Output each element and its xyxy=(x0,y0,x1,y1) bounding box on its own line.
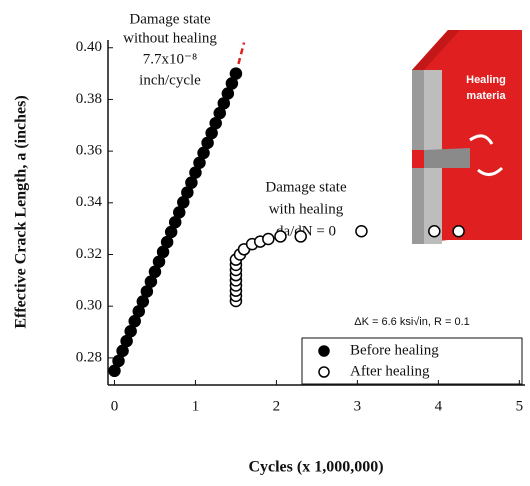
y-tick-label: 0.38 xyxy=(76,91,102,107)
x-tick-label: 2 xyxy=(273,398,281,414)
x-tick-label: 5 xyxy=(516,398,524,414)
y-tick-label: 0.34 xyxy=(76,194,103,210)
point xyxy=(356,226,367,237)
y-axis-title: Effective Crack Length, a (inches) xyxy=(13,95,30,328)
annotation: with healing xyxy=(269,201,344,217)
block-side-upper xyxy=(412,70,424,150)
annotation: without healing xyxy=(123,30,217,46)
inset-illustration xyxy=(412,30,522,244)
y-tick-label: 0.30 xyxy=(76,298,102,314)
annotation: ΔK = 6.6 ksi√in, R = 0.1 xyxy=(354,316,470,328)
x-tick-label: 3 xyxy=(354,398,362,414)
point xyxy=(295,231,306,242)
x-tick-label: 4 xyxy=(435,398,443,414)
y-tick-label: 0.40 xyxy=(76,39,102,55)
x-axis-title: Cycles (x 1,000,000) xyxy=(248,459,383,476)
annotation: 7.7x10⁻⁸ xyxy=(143,51,197,67)
annotation: Damage state xyxy=(129,11,211,27)
chart: Healing materia Cycles (x 1,000,000) Eff… xyxy=(0,0,530,486)
point xyxy=(429,226,440,237)
point xyxy=(263,233,274,244)
x-tick-label: 0 xyxy=(111,398,119,414)
inset-label: materia xyxy=(466,90,506,102)
x-tick-label: 1 xyxy=(192,398,200,414)
inset-label: Healing xyxy=(466,74,506,86)
point xyxy=(230,68,241,79)
annotation: inch/cycle xyxy=(139,72,201,88)
y-tick-label: 0.36 xyxy=(76,143,103,159)
legend-label: Before healing xyxy=(350,342,439,358)
y-tick-label: 0.28 xyxy=(76,349,102,365)
block-side-lower xyxy=(412,168,424,244)
point xyxy=(275,231,286,242)
legend-marker xyxy=(319,367,329,377)
crack xyxy=(424,148,470,168)
annotation: Damage state xyxy=(265,179,347,195)
gray-face-upper xyxy=(424,70,442,150)
legend-marker xyxy=(319,346,329,356)
point xyxy=(453,226,464,237)
y-tick-label: 0.32 xyxy=(76,246,102,262)
legend-label: After healing xyxy=(350,363,430,379)
